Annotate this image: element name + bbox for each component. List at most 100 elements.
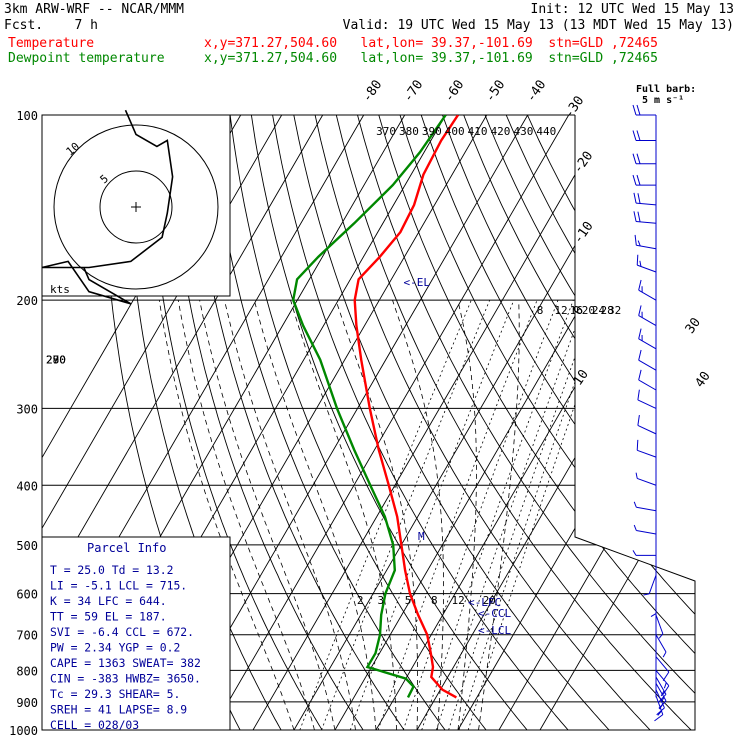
wind-barb	[655, 634, 667, 658]
dry-adiabat-line	[293, 115, 610, 730]
barb-legend-title: Full barb:	[636, 84, 696, 95]
wind-barb-shaft	[636, 221, 657, 224]
wind-barb-shaft	[637, 449, 657, 458]
mixing-ratio-label: 24	[592, 304, 606, 317]
wind-barb-flag	[663, 682, 667, 689]
isotherm-label-right: -30	[562, 93, 588, 121]
wind-barb-flag	[654, 714, 664, 722]
wind-barb-shaft	[636, 506, 657, 512]
parcel-info-row: SREH = 41 LAPSE= 8.9	[50, 703, 187, 717]
parcel-info-panel	[41, 536, 231, 731]
theta-label-left: 270	[46, 354, 66, 367]
theta-label: 370	[376, 125, 396, 138]
parcel-info-row: PW = 2.34 YGP = 0.2	[50, 641, 180, 655]
mixing-ratio-label: 20	[483, 594, 496, 607]
wind-barb-flag	[632, 174, 637, 186]
mixing-ratio-label: 32	[608, 304, 621, 317]
pressure-tick-label: 500	[16, 539, 38, 553]
isotherm-line	[416, 115, 695, 730]
wind-barb-shaft	[636, 244, 657, 250]
hodograph-ring-5	[99, 170, 173, 244]
pressure-tick-label: 100	[16, 109, 38, 123]
wind-barb-flag	[637, 193, 641, 204]
dry-adiabat-line	[335, 115, 692, 730]
pressure-tick-label: 400	[16, 479, 38, 493]
wind-barb-shaft	[655, 656, 670, 673]
moist-adiabat-line	[224, 300, 356, 730]
isotherm-label-top: -40	[524, 77, 550, 105]
dewpoint-profile	[291, 115, 447, 698]
isotherm-label-right: -20	[571, 149, 597, 177]
wind-barb-flag	[634, 234, 637, 246]
wind-barb-flag	[637, 415, 640, 426]
wind-barb	[633, 211, 657, 224]
wind-barb-flag	[632, 153, 637, 164]
dry-adiabat-line	[165, 115, 364, 730]
parcel-info-row: Tc = 29.3 SHEAR= 5.	[50, 687, 180, 701]
dry-adiabat-line	[144, 115, 323, 730]
isotherm-label-right: 40	[693, 369, 714, 390]
mixing-ratio-line	[458, 299, 605, 730]
dry-adiabat-line	[250, 115, 528, 730]
lfc-marker: <-LFC	[468, 596, 501, 609]
wind-barb-flag	[633, 501, 637, 508]
mixing-ratio-label: 3	[378, 594, 385, 607]
wind-barb-shaft	[636, 202, 657, 206]
wind-barb	[637, 415, 657, 435]
wind-barb	[633, 524, 657, 535]
wind-barb-shaft	[655, 683, 667, 702]
wind-barb-flag	[638, 349, 642, 361]
mixing-ratio-line	[448, 299, 596, 730]
dry-adiabat-line	[526, 115, 695, 730]
dry-adiabat-line	[505, 115, 695, 730]
dry-adiabat-line	[229, 115, 487, 730]
wind-barb	[638, 328, 657, 350]
mean-wind-marker: M	[418, 530, 425, 543]
wind-barb-flag	[657, 710, 662, 716]
pressure-tick-label: 200	[16, 294, 38, 308]
wind-barb	[633, 501, 657, 512]
parcel-info-row: SVI = -6.4 CCL = 672.	[50, 625, 194, 639]
theta-label: 390	[422, 125, 442, 138]
theta-label: 380	[399, 125, 419, 138]
init-time: Init: 12 UTC Wed 15 May 13	[530, 2, 735, 17]
wind-barb-flag	[636, 439, 639, 451]
ccl-marker: <-CCL	[478, 607, 511, 620]
pressure-tick-label: 700	[16, 629, 38, 643]
wind-barb-flag	[632, 550, 637, 556]
wind-barb-flag	[633, 524, 637, 531]
theta-label: 420	[491, 125, 511, 138]
theta-label: 430	[513, 125, 533, 138]
wind-barb-flag	[632, 130, 637, 141]
wind-barb	[638, 369, 657, 391]
wind-barb-shaft	[638, 338, 657, 350]
wind-barb-shaft	[637, 424, 657, 435]
dry-adiabat-line	[378, 115, 695, 730]
isotherm-line	[498, 115, 695, 730]
wind-barb	[637, 389, 657, 409]
wind-barb-shaft	[638, 379, 657, 391]
mixing-ratio-label: 16	[570, 304, 583, 317]
model-title: 3km ARW-WRF -- NCAR/MMM	[4, 2, 185, 17]
wind-barb	[655, 670, 670, 695]
hodograph-units: kts	[50, 283, 70, 296]
wind-barb	[634, 234, 657, 250]
mixing-ratio-label: 5	[405, 594, 412, 607]
isotherm-line	[375, 115, 695, 730]
wind-barb-flag	[638, 305, 642, 316]
temperature-point-info: x,y=371.27,504.60 lat,lon= 39.37,-101.69…	[204, 36, 658, 51]
parcel-info-row: TT = 59 EL = 187.	[50, 610, 167, 624]
dry-adiabat-line	[314, 115, 651, 730]
wind-barb-flag	[637, 240, 641, 247]
parcel-info-row: CIN = -383 HWBZ= 3650.	[50, 672, 201, 686]
wind-barb	[632, 130, 656, 141]
isotherm-line	[539, 115, 695, 730]
mixing-ratio-line	[467, 299, 612, 730]
wind-barb	[632, 550, 656, 556]
temperature-legend: Temperature	[8, 36, 95, 51]
isotherm-line	[42, 115, 324, 730]
wind-barb-flag	[662, 685, 670, 695]
isotherm-line	[211, 115, 570, 730]
wind-barb-shaft	[648, 574, 657, 595]
mixing-ratio-line	[436, 299, 586, 730]
